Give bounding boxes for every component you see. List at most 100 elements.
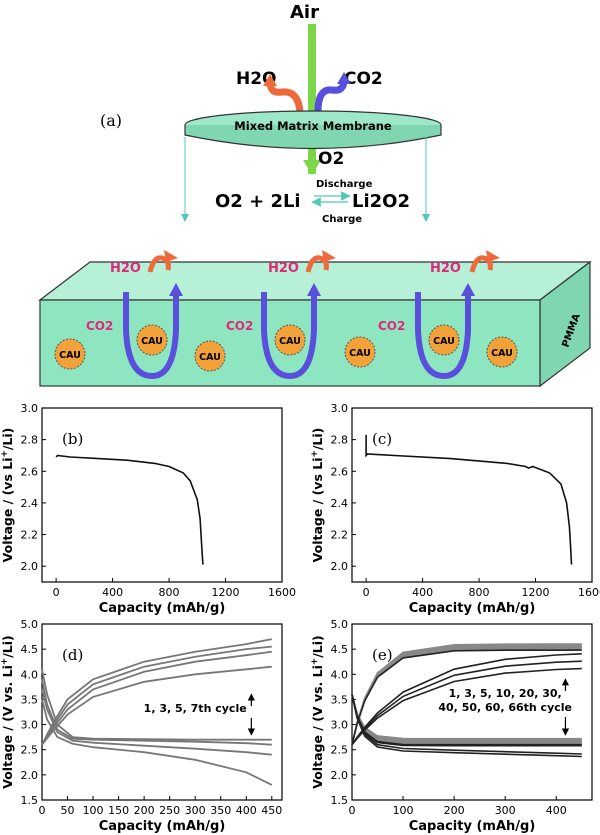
u-arrowhead-3	[461, 283, 475, 296]
y-tick-label: 2.8	[331, 434, 349, 447]
y-tick-label: 2.0	[21, 560, 39, 573]
y-tick-label: 2.5	[331, 744, 349, 757]
panel-a-label: (a)	[100, 111, 122, 130]
x-tick-label: 800	[469, 586, 490, 599]
reaction-right: Li2O2	[352, 191, 410, 212]
chart-panel-c: 2.0 2.2 2.4 2.6 2.8 3.0 0 400 800 1200 1600 Capacit…	[310, 402, 600, 616]
h2o-orange-head-3	[486, 250, 500, 262]
membrane-label: Mixed Matrix Membrane	[234, 119, 392, 133]
h2o-orange-arrow-2	[305, 255, 329, 273]
series-line-discharge-3	[41, 679, 272, 746]
x-axis-label: Capacity (mAh/g)	[409, 601, 536, 616]
x-tick-label: 0	[39, 804, 46, 817]
h2o-orange-head-1	[164, 250, 178, 262]
y-tick-label: 2.8	[21, 434, 39, 447]
x-tick-label: 1600	[268, 586, 296, 599]
y-tick-label: 3.5	[21, 693, 39, 706]
cau-particle	[274, 324, 306, 356]
series-line-charge-1	[41, 638, 272, 746]
y-tick-label: 1.5	[331, 794, 349, 807]
h2o-orange-arrow-1	[147, 255, 171, 273]
u-arrow-2	[261, 292, 317, 380]
panel-label: (d)	[62, 646, 83, 664]
y-tick-label: 2.4	[331, 497, 349, 510]
h2o-block-3: H2O	[430, 261, 461, 276]
y-tick-label: 3.0	[331, 402, 349, 415]
air-arrowhead	[303, 160, 321, 175]
series-line-discharge-7	[41, 699, 273, 786]
discharge-cycle-line	[351, 694, 582, 758]
x-tick-label: 0	[363, 586, 370, 599]
schematic-panel: (a) Air H2O CO2 Mixed Matrix Membrane O2…	[38, 2, 592, 388]
x-tick-label: 0	[53, 586, 60, 599]
y-tick-label: 2.2	[21, 529, 39, 542]
x-tick-label: 1600	[578, 586, 600, 599]
h2o-arrowhead	[263, 74, 277, 86]
x-axis-label: Capacity (mAh/g)	[99, 601, 226, 616]
chart-panel-e: 1.5 2.0 2.5 3.0 3.5 4.0 4.5 5.0 0 100 200 300 400 Cap…	[310, 618, 593, 834]
plot-frame	[351, 623, 593, 801]
x-tick-label: 1200	[212, 586, 240, 599]
u-arrowhead-1	[169, 283, 183, 296]
u-arrow-1	[123, 292, 179, 380]
y-tick-label: 5.0	[21, 618, 39, 631]
y-tick-label: 3.0	[21, 719, 39, 732]
x-tick-label: 350	[210, 804, 231, 817]
y-tick-label: 2.5	[21, 744, 39, 757]
cau-particle	[194, 340, 226, 372]
co2-top-label: CO2	[344, 69, 383, 89]
y-tick-label: 5.0	[331, 618, 349, 631]
co2-diffusion-arrows	[123, 283, 475, 380]
cau-label: CAU	[59, 350, 81, 361]
y-tick-label: 2.0	[331, 769, 349, 782]
charge-label: Charge	[322, 214, 362, 225]
h2o-block-2: H2O	[268, 261, 299, 276]
y-tick-label: 1.5	[21, 794, 39, 807]
y-tick-label: 4.5	[331, 643, 349, 656]
x-tick-label: 50	[61, 804, 75, 817]
air-label: Air	[290, 2, 319, 23]
y-tick-label: 3.0	[21, 402, 39, 415]
y-axis-label: Voltage / (vs Li+/Li)	[0, 428, 15, 563]
x-tick-label: 150	[108, 804, 129, 817]
x-tick-label: 400	[412, 586, 433, 599]
cau-label: CAU	[199, 352, 221, 363]
reaction-left: O2 + 2Li	[215, 191, 301, 212]
x-tick-label: 450	[261, 804, 282, 817]
annotation-text: 1, 3, 5, 10, 20, 30,	[449, 687, 562, 700]
cau-label: CAU	[349, 348, 371, 359]
x-tick-label: 100	[83, 804, 104, 817]
y-axis-label: Voltage / (V vs. Li+/Li)	[310, 635, 325, 789]
co2-block-3: CO2	[378, 319, 405, 333]
y-tick-label: 4.0	[331, 668, 349, 681]
cau-particle	[136, 324, 168, 356]
cau-particle	[344, 336, 376, 368]
cau-label: CAU	[433, 336, 455, 347]
h2o-reject-arrow	[266, 81, 304, 113]
membrane-side	[184, 125, 442, 150]
h2o-orange-head-2	[322, 250, 336, 262]
charge-cycle-line	[351, 667, 582, 746]
h2o-block-1: H2O	[110, 261, 141, 276]
series-line-discharge-1	[41, 669, 272, 741]
x-tick-label: 400	[236, 804, 257, 817]
x-tick-label: 0	[349, 804, 356, 817]
y-tick-label: 2.6	[331, 465, 349, 478]
x-tick-label: 200	[444, 804, 465, 817]
y-tick-label: 2.6	[21, 465, 39, 478]
discharge-label: Discharge	[316, 179, 373, 190]
x-tick-label: 250	[159, 804, 180, 817]
y-tick-label: 3.5	[331, 693, 349, 706]
co2-block-2: CO2	[226, 319, 253, 333]
y-tick-label: 3.0	[331, 719, 349, 732]
panel-label: (b)	[62, 430, 83, 448]
y-axis-label: Voltage / (V vs. Li+/Li)	[0, 635, 15, 789]
y-tick-label: 4.0	[21, 668, 39, 681]
panel-label: (c)	[372, 430, 392, 448]
chart-panel-d: 1.5 2.0 2.5 3.0 3.5 4.0 4.5 5.0 0 50 100 150 200 250 3…	[0, 618, 283, 834]
cau-particle	[428, 324, 460, 356]
x-tick-label: 100	[393, 804, 414, 817]
annotation-text: 1, 3, 5, 7th cycle	[144, 702, 247, 715]
y-tick-label: 2.0	[21, 769, 39, 782]
y-tick-label: 4.5	[21, 643, 39, 656]
